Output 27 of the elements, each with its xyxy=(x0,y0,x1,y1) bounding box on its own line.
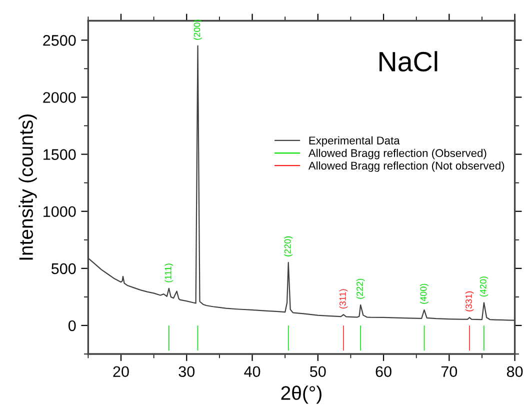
annotation: (400) xyxy=(420,284,428,304)
annotation: (331) xyxy=(465,291,474,312)
y-tick-label: 2000 xyxy=(43,92,76,103)
annotation: (420) xyxy=(480,276,488,297)
x-tick-label: 80 xyxy=(506,366,523,378)
annotation: (220) xyxy=(284,236,293,256)
y-tick-label: 0 xyxy=(68,320,76,332)
y-tick-label: 1000 xyxy=(44,206,76,218)
annotation: (311) xyxy=(339,289,348,309)
y-tick-label: 2500 xyxy=(43,35,76,46)
x-tick-label: 70 xyxy=(441,366,458,378)
annotation: (200) xyxy=(194,20,202,40)
x-tick-label: 60 xyxy=(376,366,392,378)
annotation: (111) xyxy=(164,264,174,282)
y-axis-title: Intensity (counts) xyxy=(18,114,37,260)
legend-label: Allowed Bragg reflection (Not observed) xyxy=(308,161,504,172)
y-tick-label: 500 xyxy=(51,263,76,274)
x-tick-label: 20 xyxy=(113,366,129,378)
legend-label: Allowed Bragg reflection (Observed) xyxy=(308,148,486,160)
y-tick-label: 1500 xyxy=(44,149,76,160)
legend-label: Experimental Data xyxy=(309,136,400,147)
annotation: NaCl xyxy=(380,51,438,72)
x-tick-label: 30 xyxy=(178,366,195,378)
x-axis-title: 2θ(°) xyxy=(281,386,322,404)
x-tick-label: 40 xyxy=(244,366,260,378)
x-tick-label: 50 xyxy=(310,366,326,378)
annotation: (222) xyxy=(356,278,365,299)
